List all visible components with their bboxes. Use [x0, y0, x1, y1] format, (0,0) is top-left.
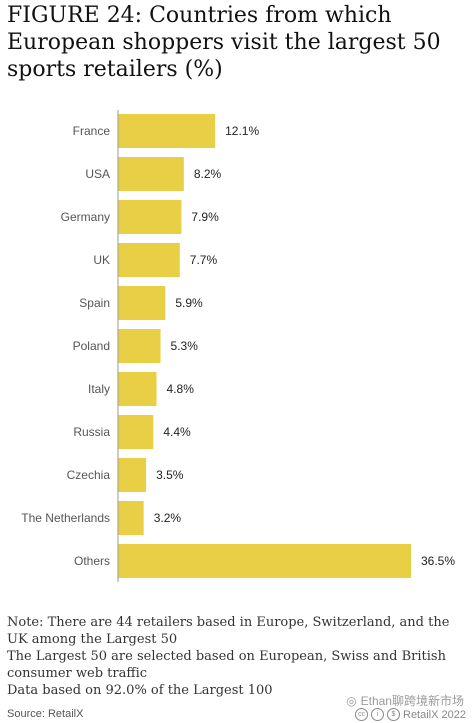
bar — [118, 114, 216, 148]
bar — [118, 544, 411, 578]
category-label: The Netherlands — [21, 511, 110, 525]
value-label: 3.5% — [156, 468, 184, 482]
bar — [118, 157, 184, 191]
wechat-icon: ◎ — [346, 693, 357, 708]
category-label: France — [73, 124, 111, 138]
bar-chart: France 12.1% USA 8.2% Germany 7.9% UK 7.7% Spain… — [21, 110, 455, 582]
bar — [118, 458, 147, 492]
value-label: 5.9% — [175, 296, 203, 310]
bar — [118, 415, 154, 449]
value-label: 36.5% — [421, 554, 455, 568]
bar — [118, 286, 166, 320]
note-line: Note: There are 44 retailers based in Eu… — [7, 615, 450, 647]
value-label: 12.1% — [225, 124, 259, 138]
bar — [118, 501, 144, 535]
category-label: Russia — [73, 425, 110, 439]
value-label: 7.9% — [191, 210, 219, 224]
value-label: 5.3% — [171, 339, 199, 353]
cc-license-icon: cc — [355, 708, 368, 721]
credit-text: RetailX 2022 — [403, 708, 466, 721]
category-label: Italy — [88, 382, 110, 396]
credit: cc i $ RetailX 2022 — [355, 708, 466, 721]
cc-nc-icon: $ — [387, 708, 400, 721]
category-label: Others — [74, 554, 110, 568]
category-label: Germany — [61, 210, 110, 224]
value-label: 3.2% — [154, 511, 182, 525]
bar — [118, 372, 157, 406]
bar — [118, 329, 161, 363]
bar — [118, 243, 180, 277]
value-label: 7.7% — [190, 253, 218, 267]
cc-by-icon: i — [371, 708, 384, 721]
value-label: 4.4% — [163, 425, 191, 439]
category-label: UK — [93, 253, 110, 267]
note-line: The Largest 50 are selected based on Eur… — [7, 649, 446, 681]
category-label: Czechia — [67, 468, 111, 482]
bar — [118, 200, 182, 234]
category-label: Spain — [79, 296, 110, 310]
chart-title: FIGURE 24: Countries from which European… — [7, 3, 441, 82]
note-line: Data based on 92.0% of the Largest 100 — [7, 683, 273, 698]
watermark: ◎ Ethan聊跨境新市场 — [346, 692, 464, 709]
category-label: Poland — [73, 339, 110, 353]
value-label: 8.2% — [194, 167, 222, 181]
watermark-text: Ethan聊跨境新市场 — [360, 694, 464, 708]
category-label: USA — [85, 167, 110, 181]
source-text: Source: RetailX — [7, 708, 84, 720]
value-label: 4.8% — [167, 382, 195, 396]
chart-notes: Note: There are 44 retailers based in Eu… — [7, 614, 469, 699]
